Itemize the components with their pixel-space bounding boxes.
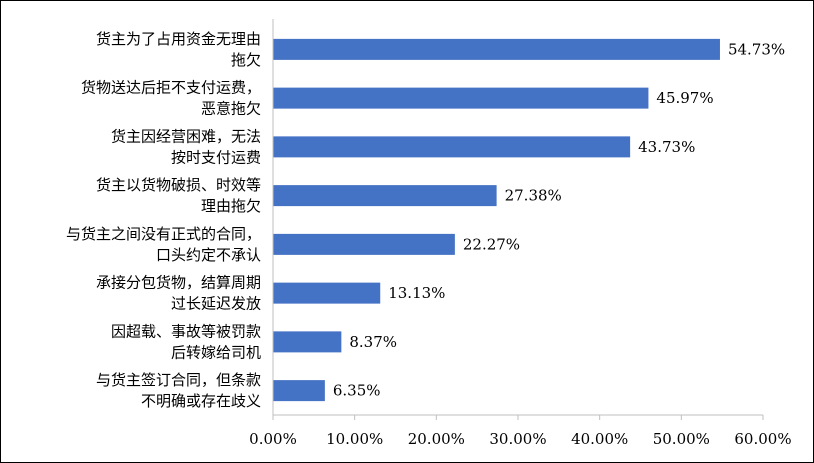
x-tick-label-1: 0.00%	[249, 430, 297, 448]
x-tick-label-5: 40.00%	[571, 430, 628, 448]
category-label-5-line-2: 口头约定不承认	[156, 246, 261, 264]
x-tick-label-3: 20.00%	[408, 430, 465, 448]
value-label-2: 45.97%	[656, 89, 713, 107]
value-label-6: 13.13%	[388, 284, 445, 302]
x-tick-label-7: 60.00%	[734, 430, 791, 448]
value-label-5: 22.27%	[463, 235, 520, 253]
category-label-5-line-1: 与货主之间没有正式的合同，	[66, 225, 261, 243]
value-label-8: 6.35%	[333, 382, 381, 400]
category-label-1-line-1: 货主为了占用资金无理由	[96, 30, 261, 48]
category-label-2-line-1: 货物送达后拒不支付运费，	[81, 79, 261, 97]
x-tick-label-4: 30.00%	[489, 430, 546, 448]
bar-4	[273, 185, 497, 207]
category-label-3-line-2: 按时支付运费	[171, 148, 261, 166]
category-label-7-line-1: 因超载、事故等被罚款	[111, 322, 261, 340]
category-label-8-line-2: 不明确或存在歧义	[141, 392, 261, 410]
bar-1	[273, 38, 720, 60]
category-label-2-line-2: 恶意拖欠	[201, 100, 261, 118]
category-label-1-line-2: 拖欠	[231, 51, 261, 69]
x-tick-label-6: 50.00%	[653, 430, 710, 448]
bar-7	[273, 331, 342, 353]
category-label-3-line-1: 货主因经营困难，无法	[111, 127, 261, 145]
value-label-3: 43.73%	[638, 138, 695, 156]
value-label-1: 54.73%	[728, 40, 785, 58]
bar-8	[273, 380, 325, 402]
category-label-7-line-2: 后转嫁给司机	[171, 343, 261, 361]
x-tick-label-2: 10.00%	[326, 430, 383, 448]
category-label-4-line-2: 理由拖欠	[201, 197, 261, 215]
category-label-8-line-1: 与货主签订合同，但条款	[96, 371, 261, 389]
category-label-6-line-1: 承接分包货物，结算周期	[96, 274, 261, 292]
bar-5	[273, 233, 455, 255]
bar-6	[273, 282, 381, 304]
category-label-6-line-2: 过长延迟发放	[171, 295, 261, 313]
value-label-4: 27.38%	[505, 187, 562, 205]
bar-2	[273, 87, 649, 109]
value-label-7: 8.37%	[349, 333, 397, 351]
category-label-4-line-1: 货主以货物破损、时效等	[96, 176, 261, 194]
bar-3	[273, 136, 631, 158]
